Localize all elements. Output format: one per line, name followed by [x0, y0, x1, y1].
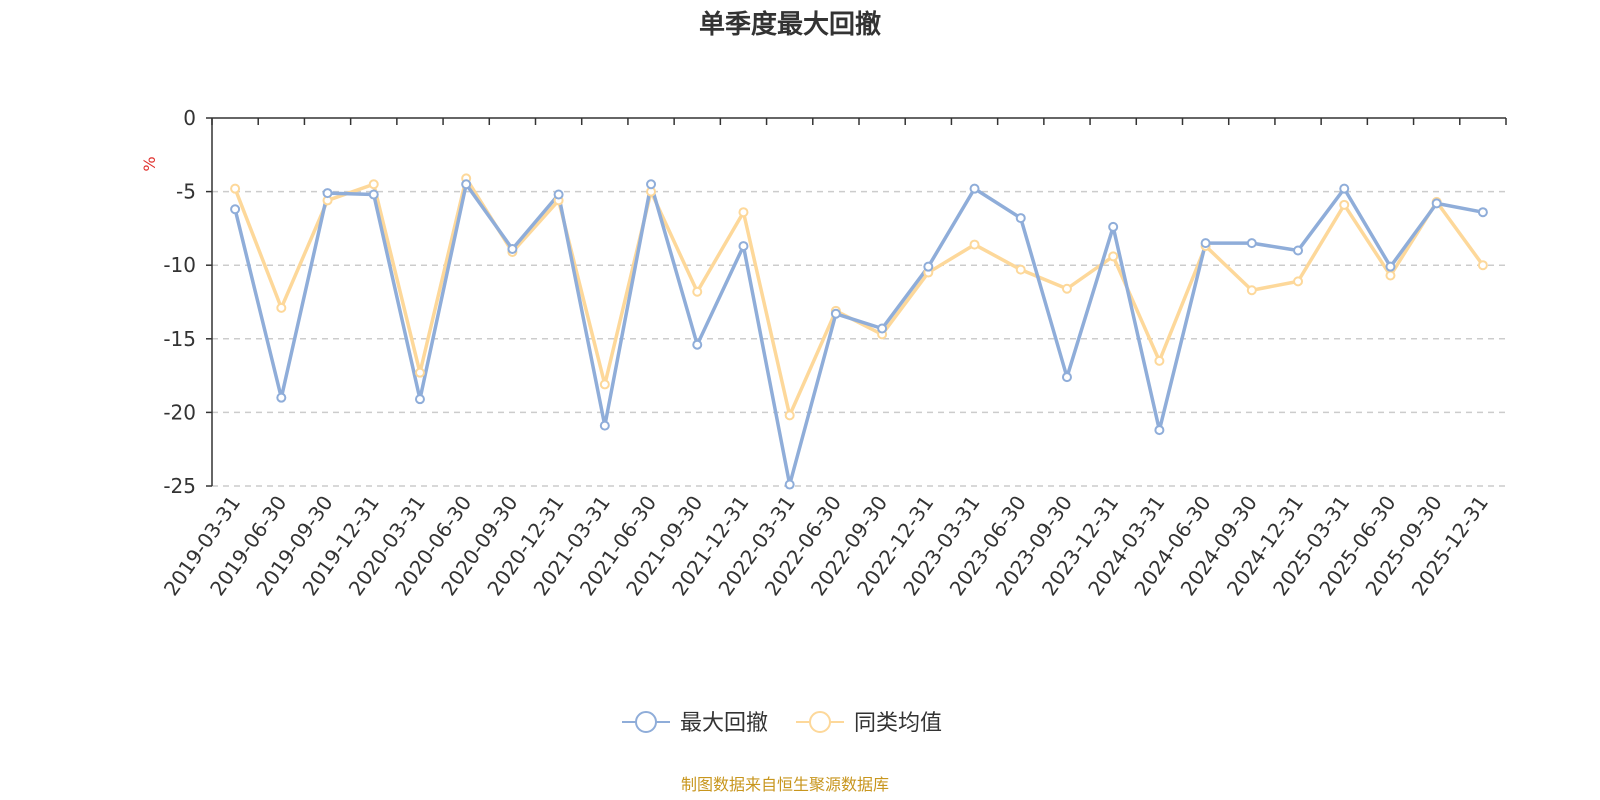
data-point[interactable]	[1061, 283, 1072, 294]
data-point[interactable]	[969, 183, 980, 194]
data-point[interactable]	[414, 394, 425, 405]
source-note: 制图数据来自恒生聚源数据库	[681, 775, 889, 794]
y-tick-label: -10	[163, 253, 196, 277]
legend-item-1[interactable]: 同类均值	[796, 711, 942, 736]
legend-marker-icon	[635, 711, 657, 733]
data-point[interactable]	[923, 261, 934, 272]
y-tick-label: -5	[176, 180, 196, 204]
series-line-0	[233, 182, 1484, 487]
data-point[interactable]	[692, 286, 703, 297]
data-point[interactable]	[1339, 183, 1350, 194]
legend-label: 最大回撤	[680, 711, 768, 736]
data-point[interactable]	[230, 183, 241, 194]
data-point[interactable]	[877, 323, 888, 334]
data-point[interactable]	[1015, 264, 1026, 275]
data-point[interactable]	[553, 189, 564, 200]
data-point[interactable]	[1385, 261, 1396, 272]
data-point[interactable]	[507, 244, 518, 255]
data-point[interactable]	[738, 207, 749, 218]
legend-label: 同类均值	[854, 711, 942, 736]
y-tick-label: -20	[163, 400, 196, 424]
y-axis-unit: %	[140, 156, 159, 171]
y-tick-label: 0	[183, 106, 196, 130]
legend[interactable]: 最大回撤 同类均值	[622, 711, 942, 736]
data-point[interactable]	[830, 308, 841, 319]
data-point[interactable]	[322, 188, 333, 199]
series-layer	[230, 173, 1488, 490]
axes	[206, 117, 1507, 487]
data-point[interactable]	[1246, 238, 1257, 249]
legend-marker-icon	[809, 711, 831, 733]
data-point[interactable]	[1061, 372, 1072, 383]
data-point[interactable]	[969, 239, 980, 250]
data-point[interactable]	[784, 479, 795, 490]
data-point[interactable]	[1293, 276, 1304, 287]
data-point[interactable]	[1200, 238, 1211, 249]
y-tick-label: -25	[163, 474, 196, 498]
y-tick-label: -15	[163, 327, 196, 351]
data-point[interactable]	[368, 179, 379, 190]
y-tick-labels: 0 -5 -10 -15 -20 -25	[163, 106, 196, 498]
data-point[interactable]	[599, 379, 610, 390]
data-point[interactable]	[461, 179, 472, 190]
x-tick-labels: 2019-03-312019-06-302019-09-302019-12-31…	[159, 491, 1493, 600]
data-point[interactable]	[1108, 251, 1119, 262]
data-point[interactable]	[646, 179, 657, 190]
data-point[interactable]	[1477, 260, 1488, 271]
data-point[interactable]	[1431, 198, 1442, 209]
chart-title: 单季度最大回撤	[699, 9, 881, 40]
data-point[interactable]	[1246, 285, 1257, 296]
data-point[interactable]	[276, 302, 287, 313]
data-point[interactable]	[692, 339, 703, 350]
series-line-1	[233, 176, 1485, 418]
data-point[interactable]	[230, 204, 241, 215]
data-point[interactable]	[1015, 213, 1026, 224]
data-point[interactable]	[738, 241, 749, 252]
data-point[interactable]	[599, 420, 610, 431]
data-point[interactable]	[784, 410, 795, 421]
data-point[interactable]	[1154, 355, 1165, 366]
data-point[interactable]	[1108, 221, 1119, 232]
data-point[interactable]	[368, 189, 379, 200]
data-point[interactable]	[1385, 270, 1396, 281]
data-point[interactable]	[1293, 245, 1304, 256]
legend-item-0[interactable]: 最大回撤	[622, 711, 768, 736]
data-point[interactable]	[1154, 425, 1165, 436]
data-point[interactable]	[414, 367, 425, 378]
data-point[interactable]	[1339, 199, 1350, 210]
data-point[interactable]	[1477, 207, 1488, 218]
data-point[interactable]	[276, 392, 287, 403]
grid-lines	[212, 190, 1506, 487]
